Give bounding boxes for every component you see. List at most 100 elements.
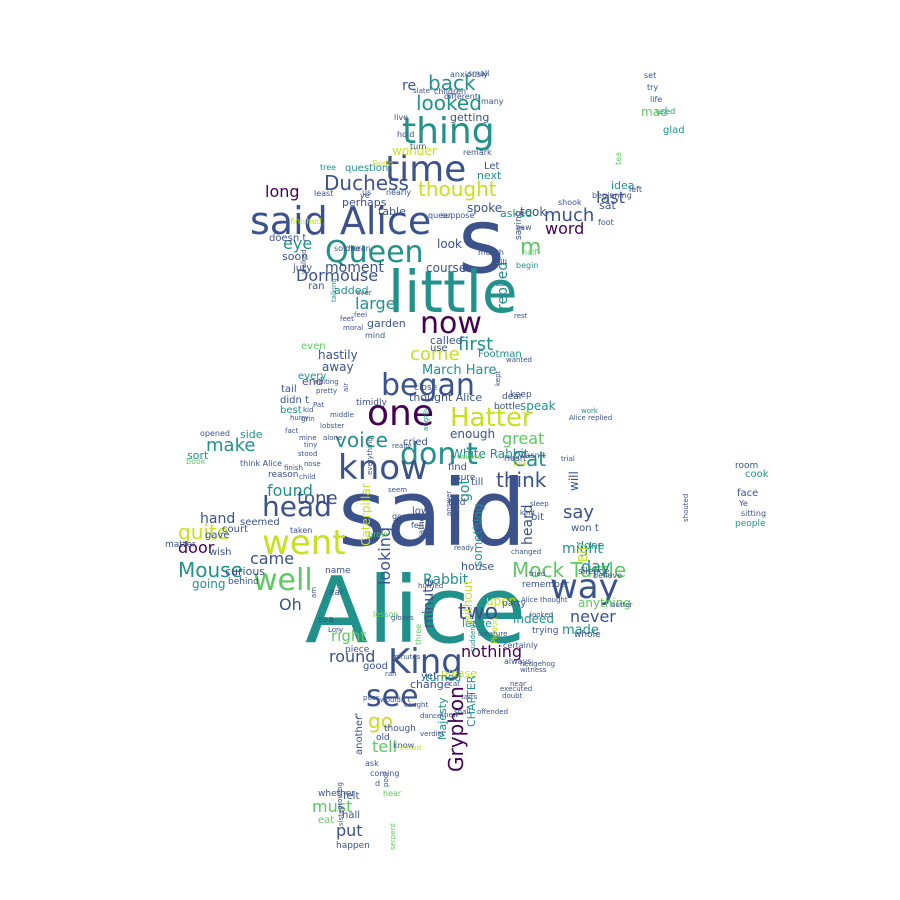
word-room: room <box>735 461 758 471</box>
word-minutes: minutes <box>392 653 421 661</box>
word-going: going <box>192 577 226 591</box>
word-must: must <box>312 797 352 816</box>
word-came: came <box>250 549 294 568</box>
word-kind: kind <box>520 509 535 517</box>
word-large: large <box>355 294 396 313</box>
word-tiny: tiny <box>304 441 317 449</box>
word-two: two <box>458 600 498 625</box>
word-done: done <box>577 539 605 552</box>
word-think: think <box>496 468 547 492</box>
word-set: set <box>644 71 656 80</box>
word-mock-turtle: Mock Turtle <box>512 558 626 582</box>
word-well: well <box>253 563 313 598</box>
word-t: t <box>355 712 358 720</box>
word-nothing: nothing <box>461 642 522 661</box>
word-see: see <box>366 679 419 714</box>
word-ve: ve <box>360 191 370 200</box>
word-begin: begin <box>516 261 538 270</box>
word-idea: idea <box>611 179 635 192</box>
word-opened: opened <box>200 429 230 438</box>
word-enough: enough <box>450 427 495 441</box>
word-long: long <box>265 182 300 201</box>
word-alice-replied: Alice replied <box>569 414 612 422</box>
word-reason: reason <box>268 470 298 480</box>
word-next: next <box>477 169 502 182</box>
word-curious: curious <box>225 565 265 578</box>
word-indeed: indeed <box>513 612 554 626</box>
word-think-alice: think Alice <box>240 459 282 468</box>
word-every: every <box>298 371 326 382</box>
word-poor: poor <box>363 694 379 702</box>
word-find: find <box>448 462 467 473</box>
word-changed: changed <box>511 548 541 556</box>
word-growing: growing <box>336 782 344 810</box>
word-last: last <box>596 188 625 207</box>
word-remark: remark <box>463 148 492 157</box>
word-bill: Bill <box>576 544 590 562</box>
word-head: head <box>262 490 332 523</box>
word-three: three <box>414 624 423 645</box>
word-people: people <box>735 519 766 529</box>
word-foot: foot <box>598 218 614 227</box>
word-seem: seem <box>388 486 407 494</box>
word-come: come <box>410 344 460 365</box>
word-believe: believe <box>593 571 622 580</box>
word-moment: moment <box>325 260 384 276</box>
word-heart: Heart <box>504 454 526 463</box>
word-alice: Alice <box>305 557 526 664</box>
word-caterpillar: Caterpillar <box>359 483 373 546</box>
word-cried: cried <box>403 437 428 448</box>
word-work: work <box>581 407 599 415</box>
word-creature: creature <box>478 630 507 638</box>
word-don-t: don t <box>400 437 478 472</box>
word-am: am <box>310 587 318 598</box>
word-please: please <box>441 667 477 680</box>
word-lobster: lobster <box>320 422 344 430</box>
word-wish: wish <box>209 547 232 558</box>
word-stood: stood <box>298 450 317 458</box>
word-might: might <box>562 541 603 557</box>
word-saying: saying <box>514 211 524 240</box>
word-party: party <box>502 599 526 609</box>
word-know: know <box>338 448 428 488</box>
word-pretty: pretty <box>316 387 337 395</box>
word-tail: tail <box>281 384 297 395</box>
word-fell: fell <box>411 521 423 530</box>
word-close: close <box>414 383 438 393</box>
word-another: another <box>354 715 365 755</box>
word-nearly: nearly <box>386 188 411 197</box>
word-nose: nose <box>304 460 321 468</box>
word-soon: soon <box>282 250 308 263</box>
word-little: little <box>388 258 518 326</box>
word-sleep: sleep <box>530 500 549 508</box>
word-look: look <box>437 237 462 251</box>
word-looked: looked <box>530 611 553 619</box>
word-change: change <box>410 678 451 691</box>
word-gryphon: Gryphon <box>444 686 468 772</box>
word-us: us <box>362 188 371 197</box>
word-butter: butter <box>611 601 633 609</box>
word-caught: caught <box>404 701 428 709</box>
word-asked: asked <box>500 207 532 220</box>
word-ready: ready <box>454 544 474 552</box>
word-wanted: wanted <box>506 356 532 364</box>
word-yet: yet <box>421 671 437 682</box>
word-still: still <box>493 258 507 267</box>
word-took: took <box>520 205 546 219</box>
word-eye: eye <box>283 234 312 253</box>
word-twinkle: twinkle <box>457 453 482 461</box>
word-ask: ask <box>365 759 379 768</box>
word-knew: knew <box>440 711 459 719</box>
word-mouse: Mouse <box>178 558 243 582</box>
word-eat: eat <box>318 815 334 826</box>
word-minute: minute <box>421 579 437 628</box>
word-cook: cook <box>745 469 769 480</box>
word-tarts: tarts <box>461 693 478 701</box>
word-great: great <box>502 429 544 448</box>
word-gone: gone <box>392 512 412 521</box>
word-soldier: soldier <box>334 244 362 253</box>
word-hear: hear <box>383 789 402 798</box>
word-moral: moral <box>343 324 363 332</box>
word-certainly: certainly <box>503 641 538 650</box>
word-dormouse: Dormouse <box>296 266 378 285</box>
